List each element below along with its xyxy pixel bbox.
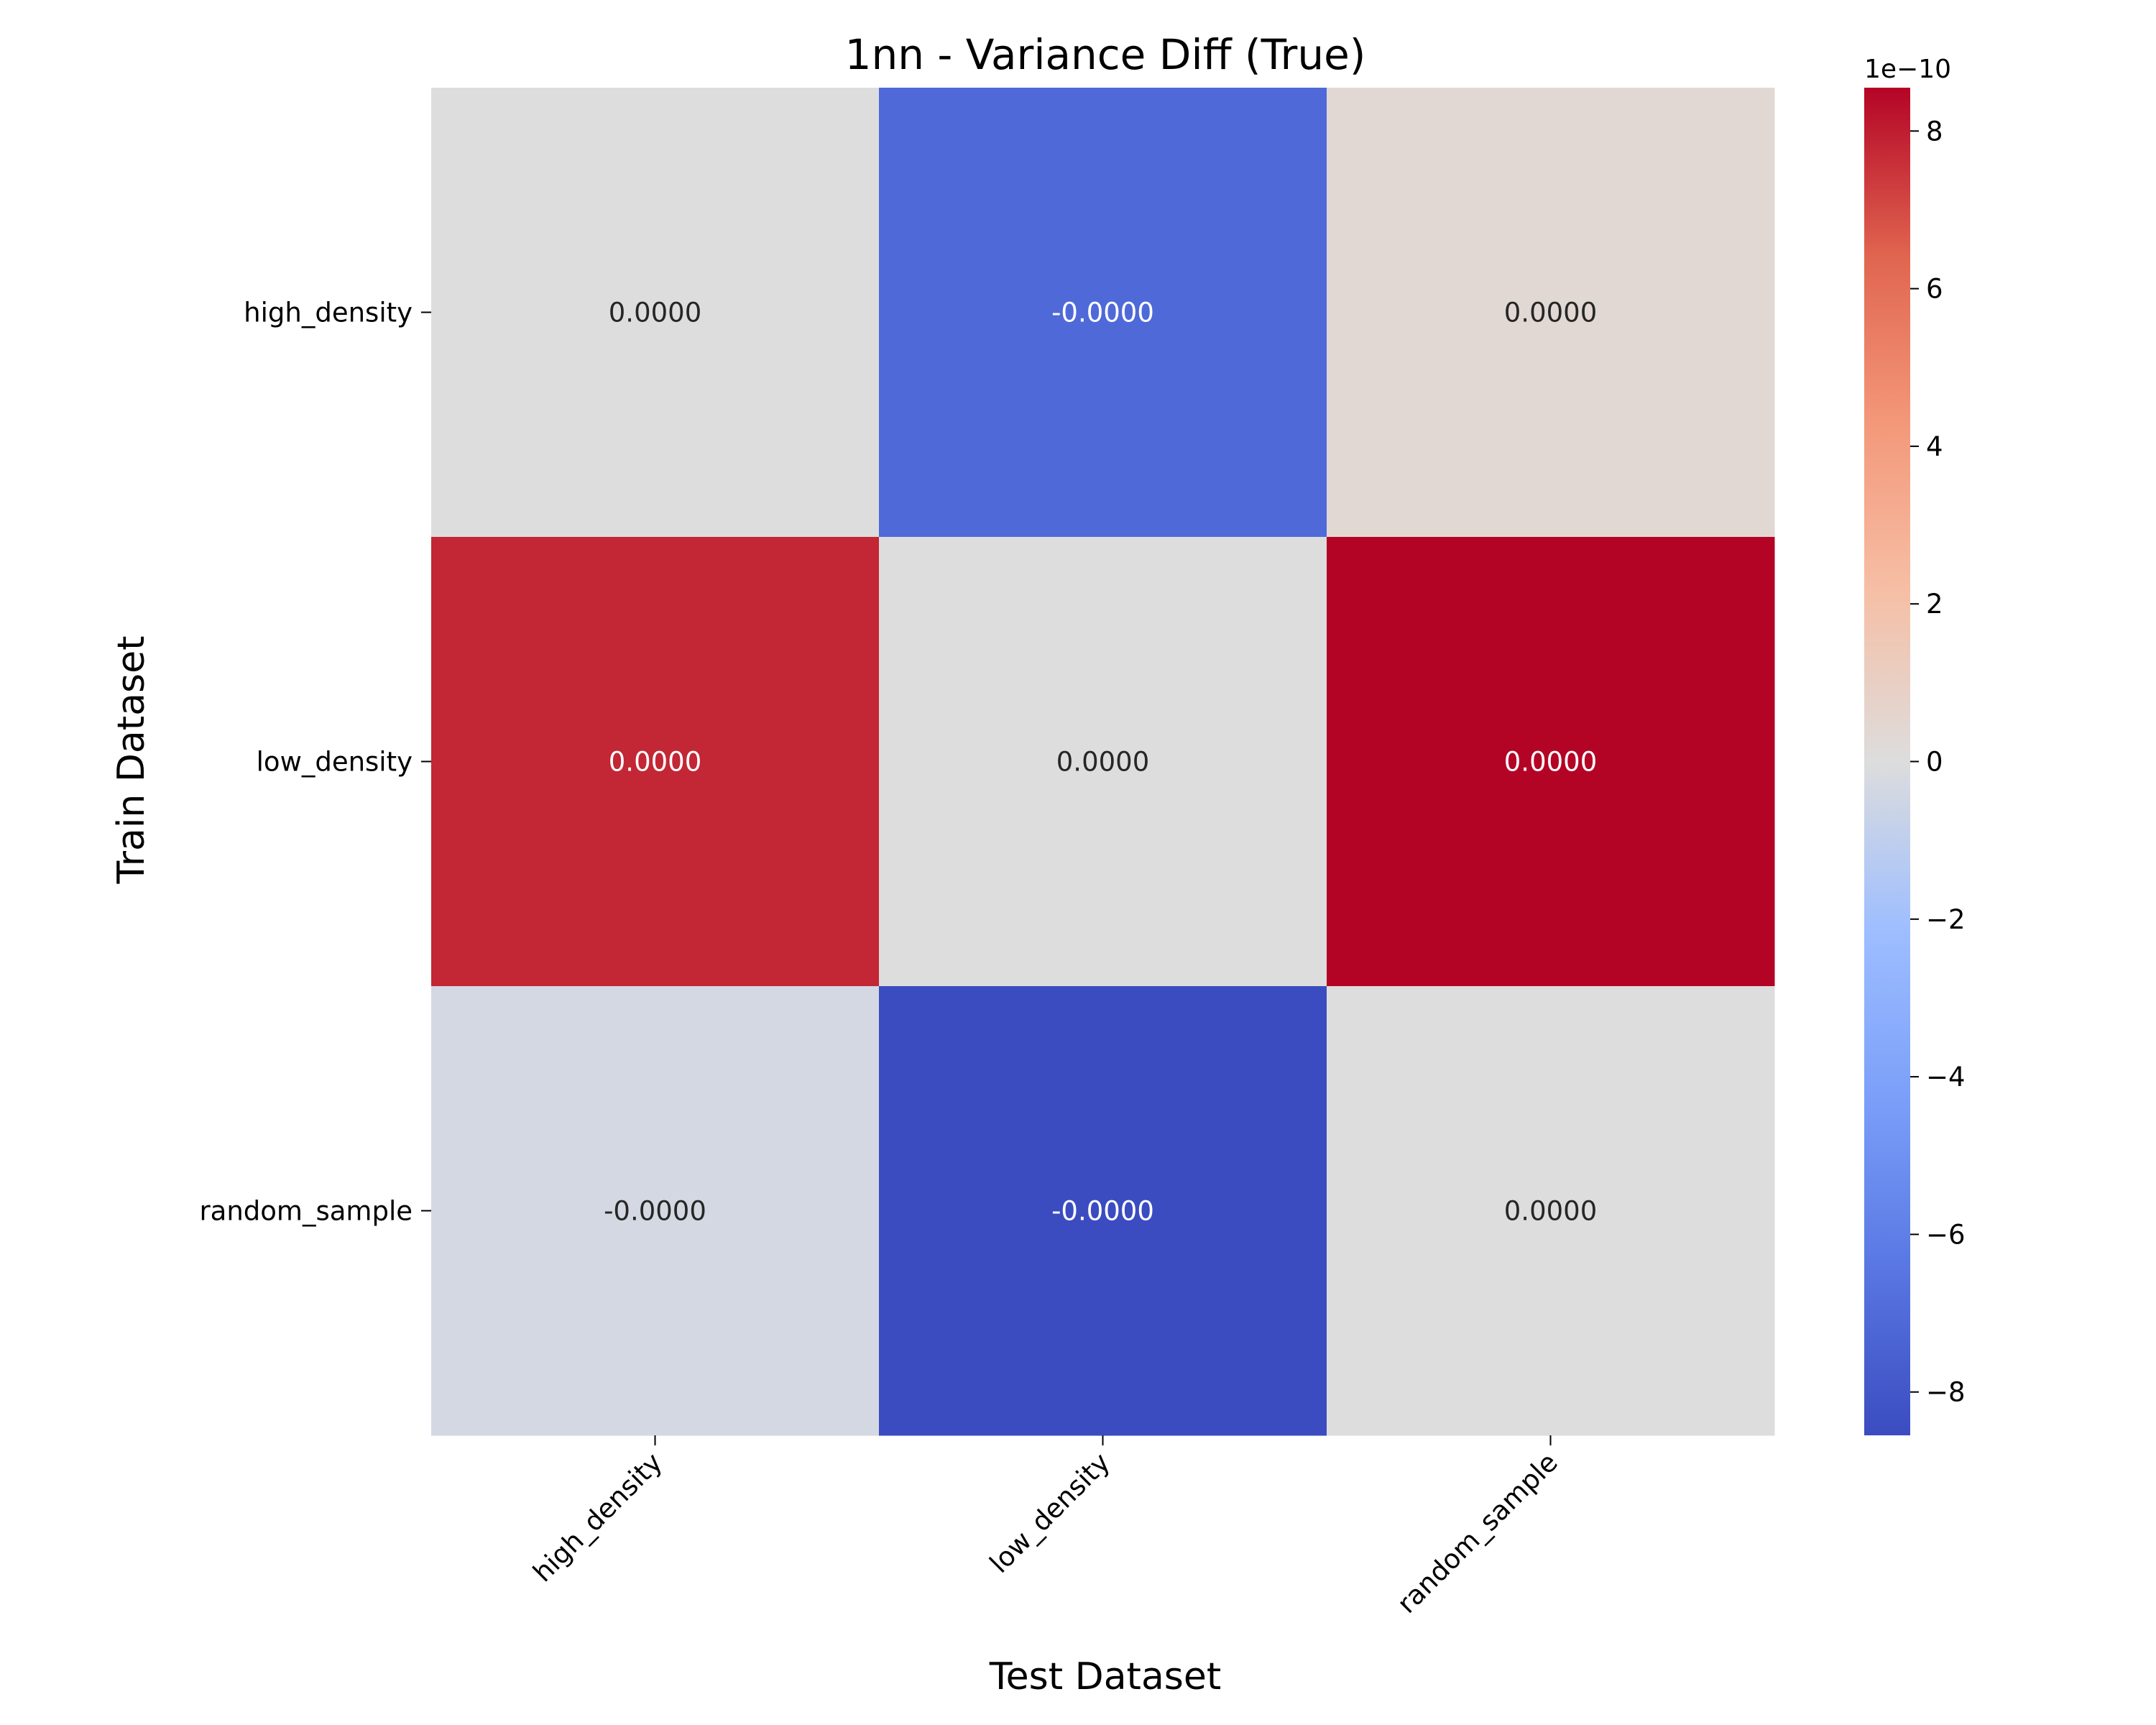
cell-label-random_sample-high_density: -0.0000	[604, 1196, 706, 1227]
colorbar-tick-label: 0	[1926, 747, 1943, 778]
colorbar-tick-label: 2	[1926, 589, 1943, 620]
heatmap-cell-random_sample-high_density	[431, 986, 880, 1436]
heatmap-cell-high_density-low_density	[879, 88, 1327, 538]
x-tick-label-high_density: high_density	[527, 1447, 668, 1588]
x-tick-label-random_sample: random_sample	[1391, 1447, 1564, 1619]
heatmap-cell-random_sample-random_sample	[1327, 986, 1775, 1436]
cell-label-high_density-random_sample: 0.0000	[1504, 298, 1597, 328]
colorbar-tick-label: −4	[1926, 1062, 1966, 1092]
colorbar-tick-label: 4	[1926, 431, 1943, 462]
colorbar-gradient	[1864, 88, 1910, 1435]
x-axis: high_density low_density random_sample	[527, 1435, 1564, 1619]
colorbar-tick-label: −2	[1926, 904, 1966, 935]
colorbar: 8 6 4 2 0 −2 −4 −6 −8 1e−10	[1864, 55, 1966, 1435]
x-axis-label: Test Dataset	[989, 1655, 1222, 1698]
heatmap-cell-low_density-low_density	[879, 537, 1327, 987]
heatmap-cell-low_density-random_sample	[1327, 537, 1775, 987]
cell-label-low_density-low_density: 0.0000	[1056, 747, 1149, 778]
y-axis: high_density low_density random_sample	[199, 298, 431, 1227]
heatmap-cell-low_density-high_density	[431, 537, 880, 987]
colorbar-tick-label: −6	[1926, 1219, 1966, 1250]
colorbar-tick-label: 8	[1926, 116, 1943, 147]
y-tick-label-high_density: high_density	[244, 298, 413, 328]
cell-label-low_density-high_density: 0.0000	[609, 747, 701, 778]
chart-title: 1nn - Variance Diff (True)	[845, 30, 1366, 79]
heatmap-cell-labels: 0.0000 -0.0000 0.0000 0.0000 0.0000 0.0000 -0.…	[604, 298, 1597, 1227]
y-tick-label-random_sample: random_sample	[199, 1196, 413, 1227]
colorbar-ticks: 8 6 4 2 0 −2 −4 −6 −8	[1910, 116, 1966, 1408]
cell-label-low_density-random_sample: 0.0000	[1504, 747, 1597, 778]
cell-label-random_sample-random_sample: 0.0000	[1504, 1196, 1597, 1227]
y-tick-label-low_density: low_density	[257, 747, 413, 778]
y-axis-label: Train Dataset	[110, 636, 153, 885]
cell-label-high_density-high_density: 0.0000	[609, 298, 701, 328]
colorbar-tick-label: −8	[1926, 1377, 1966, 1408]
heatmap-cell-high_density-random_sample	[1327, 88, 1775, 538]
heatmap-cells	[431, 88, 1775, 1436]
cell-label-high_density-low_density: -0.0000	[1051, 298, 1154, 328]
colorbar-tick-label: 6	[1926, 274, 1943, 305]
x-tick-label-low_density: low_density	[984, 1447, 1116, 1579]
colorbar-offset-label: 1e−10	[1864, 55, 1951, 84]
heatmap-cell-random_sample-low_density	[879, 986, 1327, 1436]
cell-label-random_sample-low_density: -0.0000	[1051, 1196, 1154, 1227]
heatmap-cell-high_density-high_density	[431, 88, 880, 538]
